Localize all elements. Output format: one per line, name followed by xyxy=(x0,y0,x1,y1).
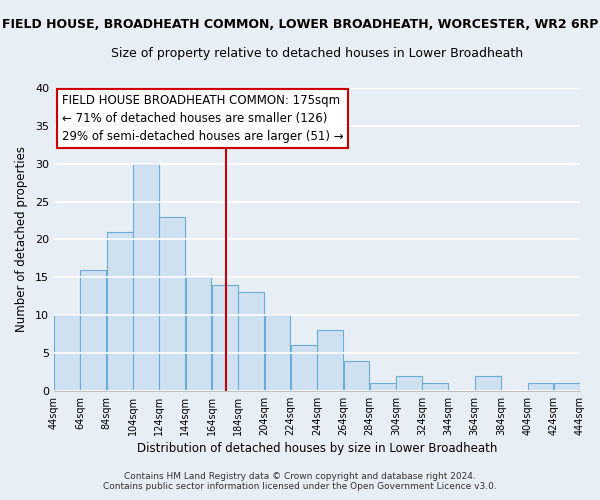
Bar xyxy=(265,315,290,391)
Bar xyxy=(54,315,80,391)
Bar xyxy=(370,384,395,391)
Title: Size of property relative to detached houses in Lower Broadheath: Size of property relative to detached ho… xyxy=(111,48,523,60)
Bar xyxy=(554,384,580,391)
Bar xyxy=(186,278,211,391)
Bar xyxy=(133,164,159,391)
Bar xyxy=(291,346,317,391)
Bar xyxy=(527,384,553,391)
Text: Contains HM Land Registry data © Crown copyright and database right 2024.: Contains HM Land Registry data © Crown c… xyxy=(124,472,476,481)
Text: FIELD HOUSE, BROADHEATH COMMON, LOWER BROADHEATH, WORCESTER, WR2 6RP: FIELD HOUSE, BROADHEATH COMMON, LOWER BR… xyxy=(2,18,598,30)
Bar xyxy=(317,330,343,391)
Bar xyxy=(344,360,370,391)
Text: FIELD HOUSE BROADHEATH COMMON: 175sqm
← 71% of detached houses are smaller (126): FIELD HOUSE BROADHEATH COMMON: 175sqm ← … xyxy=(62,94,343,143)
X-axis label: Distribution of detached houses by size in Lower Broadheath: Distribution of detached houses by size … xyxy=(137,442,497,455)
Bar xyxy=(238,292,264,391)
Bar xyxy=(212,285,238,391)
Bar xyxy=(475,376,501,391)
Bar xyxy=(80,270,106,391)
Bar xyxy=(396,376,422,391)
Y-axis label: Number of detached properties: Number of detached properties xyxy=(15,146,28,332)
Bar xyxy=(160,216,185,391)
Bar xyxy=(107,232,133,391)
Bar xyxy=(422,384,448,391)
Text: Contains public sector information licensed under the Open Government Licence v3: Contains public sector information licen… xyxy=(103,482,497,491)
